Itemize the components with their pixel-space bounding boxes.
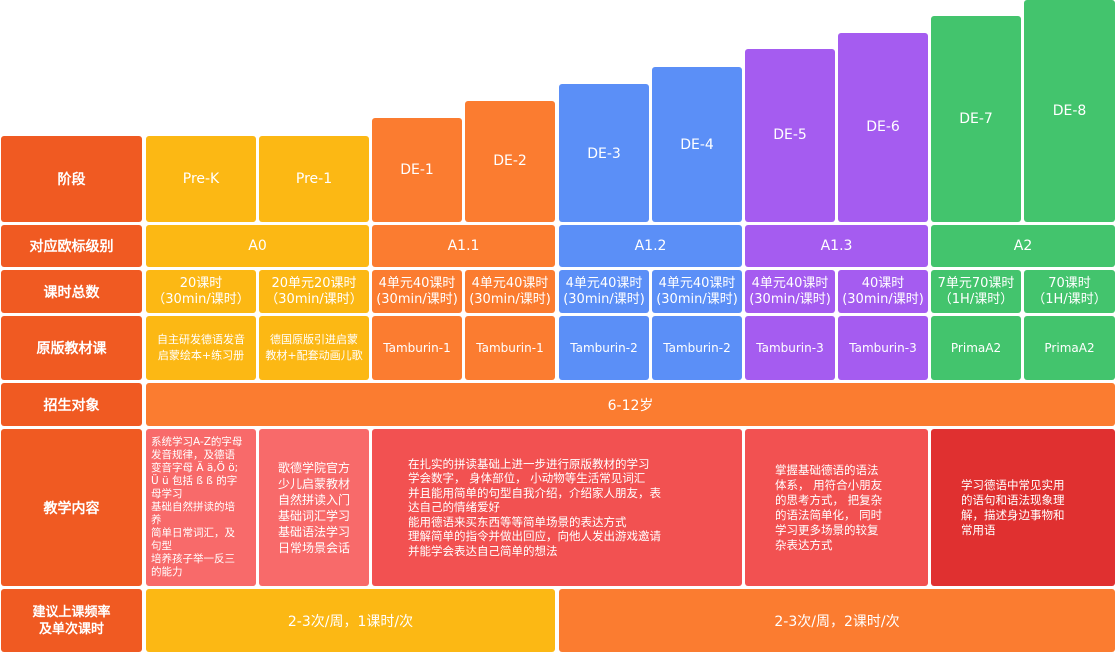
textbook-cell: 德国原版引进启蒙 教材+配套动画儿歌 [259,316,369,380]
textbook-line2: 启蒙绘本+练习册 [157,349,245,362]
level-de2: DE-2 [465,101,555,222]
hours-line1: 7单元70课时 [937,275,1015,291]
cefr-band-a1-1: A1.1 [372,225,555,267]
hours-line1: 4单元40课时 [565,275,643,291]
hours-cell: 70课时 （1H/课时） [1024,270,1115,313]
header-cefr: 对应欧标级别 [1,225,142,267]
hours-cell: 4单元40课时 (30min/课时) [745,270,835,313]
level-pre1: Pre-1 [259,136,369,222]
content-prek: 系统学习A-Z的字母 发音规律，及德语 变音字母 Ä ä,Ö ö; Ü ü 包括… [146,429,256,586]
hours-line2: (30min/课时) [749,291,831,307]
level-label: DE-7 [959,111,993,127]
textbook-cell: Tamburin-2 [559,316,649,380]
level-prek: Pre-K [146,136,256,222]
target-age: 6-12岁 [146,383,1115,426]
level-label: DE-1 [400,162,434,178]
hours-line2: (30min/课时) [563,291,645,307]
content-de1-4: 在扎实的拼读基础上进一步进行原版教材的学习 学会数字， 身体部位， 小动物等生活… [372,429,742,586]
textbook-line1: Tamburin-3 [756,341,824,355]
hours-line1: 20课时 [179,275,223,291]
hours-line1: 40课时 [861,275,905,291]
textbook-line1: Tamburin-3 [849,341,917,355]
content-pre1: 歌德学院官方 少儿启蒙教材 自然拼读入门 基础词汇学习 基础语法学习 日常场景会… [259,429,369,586]
textbook-cell: PrimaA2 [931,316,1021,380]
header-target: 招生对象 [1,383,142,426]
content-text: 歌德学院官方 少儿启蒙教材 自然拼读入门 基础词汇学习 基础语法学习 日常场景会… [277,460,350,555]
level-label: DE-5 [773,127,807,143]
header-textbook: 原版教材课 [1,316,142,380]
level-de1: DE-1 [372,118,462,222]
level-de4: DE-4 [652,67,742,222]
hours-line2: （30min/课时） [265,291,363,307]
level-de8: DE-8 [1024,0,1115,222]
header-frequency: 建议上课频率 及单次课时 [1,589,142,652]
level-label: DE-8 [1052,103,1087,119]
hours-cell: 4单元40课时 (30min/课时) [465,270,555,313]
textbook-cell: 自主研发德语发音 启蒙绘本+练习册 [146,316,256,380]
header-content: 教学内容 [1,429,142,586]
level-de3: DE-3 [559,84,649,222]
level-label: DE-3 [587,146,621,162]
hours-cell: 4单元40课时 (30min/课时) [372,270,462,313]
textbook-cell: Tamburin-2 [652,316,742,380]
textbook-line2: 教材+配套动画儿歌 [265,349,363,362]
content-text: 学习德语中常见实用 的语句和语法现象理 解，描述身边事物和 常用语 [961,477,1065,537]
textbook-line1: Tamburin-1 [476,341,544,355]
level-label: DE-2 [493,153,527,169]
hours-cell: 7单元70课时 （1H/课时） [931,270,1021,313]
textbook-cell: Tamburin-3 [838,316,928,380]
textbook-line1: 自主研发德语发音 [157,333,245,346]
hours-line1: 70课时 [1048,275,1091,291]
hours-line2: (30min/课时) [469,291,551,307]
frequency-de3-de8: 2-3次/周，2课时/次 [559,589,1115,652]
level-de5: DE-5 [745,49,835,222]
frequency-prek-de2: 2-3次/周，1课时/次 [146,589,555,652]
level-de7: DE-7 [931,16,1021,222]
textbook-cell: Tamburin-1 [465,316,555,380]
textbook-line1: PrimaA2 [1044,341,1095,355]
content-de5-6: 掌握基础德语的语法 体系， 用符合小朋友 的思考方式， 把复杂 的语法简单化， … [745,429,928,586]
hours-line2: （1H/课时） [938,291,1014,307]
level-label: DE-6 [866,119,900,135]
header-stage: 阶段 [1,136,142,222]
hours-cell: 20单元20课时 （30min/课时） [259,270,369,313]
textbook-cell: Tamburin-3 [745,316,835,380]
textbook-line1: Tamburin-1 [383,341,451,355]
level-label: DE-4 [680,137,714,153]
hours-line1: 4单元40课时 [751,275,829,291]
textbook-line1: 德国原版引进启蒙 [270,333,358,346]
textbook-line1: Tamburin-2 [663,341,731,355]
content-text: 系统学习A-Z的字母 发音规律，及德语 变音字母 Ä ä,Ö ö; Ü ü 包括… [151,436,243,578]
hours-cell: 20课时 （30min/课时） [146,270,256,313]
header-hours: 课时总数 [1,270,142,313]
hours-line2: (30min/课时) [656,291,738,307]
header-frequency-label: 建议上课频率 及单次课时 [32,604,111,637]
hours-line2: （30min/课时） [152,291,250,307]
level-label: Pre-1 [295,171,333,187]
cefr-band-a1-3: A1.3 [745,225,928,267]
content-de7-8: 学习德语中常见实用 的语句和语法现象理 解，描述身边事物和 常用语 [931,429,1115,586]
hours-line2: (30min/课时) [842,291,924,307]
level-label: Pre-K [182,171,220,187]
cefr-band-a1-2: A1.2 [559,225,742,267]
hours-line1: 4单元40课时 [471,275,549,291]
textbook-line1: Tamburin-2 [570,341,638,355]
level-de6: DE-6 [838,33,928,222]
hours-cell: 40课时 (30min/课时) [838,270,928,313]
textbook-cell: PrimaA2 [1024,316,1115,380]
cefr-band-a0: A0 [146,225,369,267]
content-text: 在扎实的拼读基础上进一步进行原版教材的学习 学会数字， 身体部位， 小动物等生活… [408,456,661,558]
hours-line1: 4单元40课时 [658,275,736,291]
textbook-line1: PrimaA2 [950,341,1002,355]
content-text: 掌握基础德语的语法 体系， 用符合小朋友 的思考方式， 把复杂 的语法简单化， … [775,462,883,552]
hours-line1: 4单元40课时 [378,275,456,291]
hours-line1: 20单元20课时 [271,275,357,291]
textbook-cell: Tamburin-1 [372,316,462,380]
hours-cell: 4单元40课时 (30min/课时) [652,270,742,313]
hours-line2: （1H/课时） [1032,291,1107,307]
hours-cell: 4单元40课时 (30min/课时) [559,270,649,313]
hours-line2: (30min/课时) [376,291,458,307]
cefr-band-a2: A2 [931,225,1115,267]
